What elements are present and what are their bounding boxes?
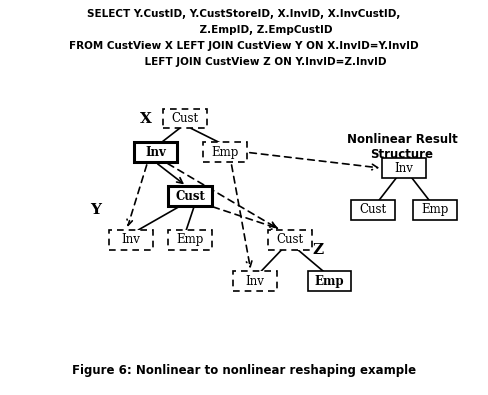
Text: Inv: Inv <box>245 275 264 288</box>
Bar <box>133 142 177 162</box>
Text: X: X <box>140 111 151 126</box>
Bar <box>382 158 425 178</box>
Text: Z: Z <box>311 243 323 257</box>
Text: Cust: Cust <box>359 203 386 216</box>
Text: FROM CustView X LEFT JOIN CustView Y ON X.InvID=Y.InvID: FROM CustView X LEFT JOIN CustView Y ON … <box>69 41 418 51</box>
Text: Inv: Inv <box>145 146 165 159</box>
Bar <box>168 230 212 250</box>
Text: Z.EmpID, Z.EmpCustID: Z.EmpID, Z.EmpCustID <box>156 25 331 35</box>
Text: Emp: Emp <box>420 203 447 216</box>
Text: LEFT JOIN CustView Z ON Y.InvID=Z.InvID: LEFT JOIN CustView Z ON Y.InvID=Z.InvID <box>101 57 386 67</box>
Text: Nonlinear Result
Structure: Nonlinear Result Structure <box>346 134 457 162</box>
Text: Cust: Cust <box>276 233 303 246</box>
Bar <box>267 230 311 250</box>
Bar <box>163 109 207 128</box>
Bar <box>233 271 276 292</box>
Bar <box>412 200 456 220</box>
Text: Inv: Inv <box>121 233 140 246</box>
Text: Cust: Cust <box>171 112 199 125</box>
Text: Cust: Cust <box>175 190 205 203</box>
Text: Emp: Emp <box>314 275 344 288</box>
Text: SELECT Y.CustID, Y.CustStoreID, X.InvID, X.InvCustID,: SELECT Y.CustID, Y.CustStoreID, X.InvID,… <box>87 9 400 19</box>
Text: Emp: Emp <box>211 146 238 159</box>
Bar <box>168 186 212 206</box>
Text: Inv: Inv <box>394 162 413 175</box>
Text: Figure 6: Nonlinear to nonlinear reshaping example: Figure 6: Nonlinear to nonlinear reshapi… <box>72 364 415 377</box>
Bar <box>307 271 351 292</box>
Text: Emp: Emp <box>176 233 203 246</box>
Bar <box>108 230 152 250</box>
Bar <box>351 200 394 220</box>
Bar <box>203 142 246 162</box>
Text: Y: Y <box>90 203 101 217</box>
